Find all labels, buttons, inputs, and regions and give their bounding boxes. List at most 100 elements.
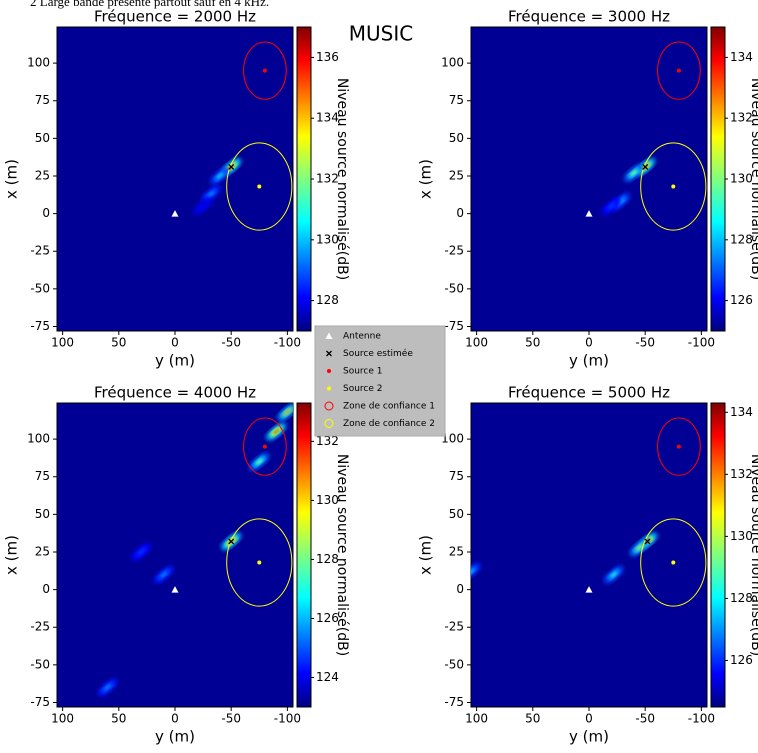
- legend-marker: [326, 350, 332, 357]
- y-tick-label: -50: [444, 281, 464, 295]
- y-tick-label: 100: [27, 432, 50, 446]
- legend-label: Zone de confiance 2: [343, 419, 435, 429]
- y-tick-label: -25: [444, 620, 464, 634]
- y-tick-label: 0: [456, 582, 464, 596]
- y-axis-label: x (m): [3, 159, 21, 199]
- estimate-marker: [644, 538, 651, 545]
- chart-title: Fréquence = 4000 Hz: [94, 384, 256, 402]
- colorbar-tick-label: 126: [730, 653, 753, 667]
- heat-blob: [471, 569, 474, 574]
- heat-blob: [256, 459, 262, 464]
- antenna-marker: [171, 210, 179, 217]
- confidence-zone: [243, 417, 287, 476]
- colorbar-tick-label: 134: [730, 405, 753, 419]
- source-marker: [257, 184, 262, 189]
- x-tick-label: 100: [465, 336, 488, 350]
- y-tick-label: -75: [444, 319, 464, 333]
- chart-title: Fréquence = 3000 Hz: [508, 8, 670, 26]
- y-tick-label: 50: [449, 507, 464, 521]
- legend-marker: [324, 401, 334, 411]
- y-axis-label: x (m): [3, 535, 21, 575]
- x-axis-label: y (m): [155, 728, 195, 746]
- x-tick-label: 50: [111, 712, 126, 726]
- y-tick-label: -50: [30, 657, 50, 671]
- estimate-marker: [228, 164, 235, 170]
- x-tick-label: 100: [51, 712, 74, 726]
- x-tick-label: 50: [525, 712, 540, 726]
- y-tick-label: 50: [35, 507, 50, 521]
- plot-area: [56, 26, 294, 332]
- y-tick-label: 25: [35, 168, 50, 182]
- legend-label: Source 2: [343, 384, 383, 394]
- antenna-marker: [585, 210, 593, 217]
- legend-marker: [324, 419, 334, 428]
- x-tick-label: -50: [221, 712, 241, 726]
- y-tick-label: 75: [449, 469, 464, 483]
- confidence-zone: [243, 41, 287, 100]
- source-marker: [257, 560, 262, 565]
- caption: 2 Large bande présente partout sauf en 4…: [30, 0, 269, 9]
- legend-marker: [327, 369, 331, 373]
- confidence-zone: [657, 417, 701, 476]
- x-tick-label: 0: [585, 336, 593, 350]
- suptitle: MUSIC: [349, 22, 413, 46]
- colorbar-tick-label: 128: [730, 591, 753, 605]
- colorbar-tick-label: 136: [316, 50, 339, 64]
- plot-area: [470, 26, 708, 332]
- y-tick-label: 75: [449, 93, 464, 107]
- colorbar-tick-label: 132: [316, 434, 339, 448]
- y-tick-label: -75: [30, 695, 50, 709]
- x-tick-label: -50: [635, 336, 655, 350]
- heat-blob: [631, 170, 637, 176]
- colorbar-tick-label: 134: [316, 111, 339, 125]
- x-tick-label: -50: [221, 336, 241, 350]
- colorbar: [710, 402, 726, 708]
- y-tick-label: -75: [444, 695, 464, 709]
- colorbar-tick-label: 132: [730, 467, 753, 481]
- colorbar-tick-label: 130: [316, 232, 339, 246]
- heat-blob: [200, 203, 206, 209]
- heat-blob: [105, 685, 111, 690]
- heat-blob: [284, 409, 290, 415]
- legend-box: [314, 325, 446, 437]
- y-tick-label: 100: [27, 56, 50, 70]
- plot-area: [56, 402, 294, 708]
- heat-blob: [161, 572, 167, 577]
- confidence-zone: [226, 518, 293, 607]
- legend-marker: [325, 332, 333, 339]
- antenna-marker: [171, 586, 179, 593]
- y-tick-label: 50: [35, 131, 50, 145]
- x-axis-label: y (m): [569, 728, 609, 746]
- source-marker: [262, 444, 267, 449]
- colorbar: [296, 402, 312, 708]
- heat-blob: [273, 429, 279, 434]
- y-tick-label: 0: [42, 582, 50, 596]
- y-tick-label: -50: [444, 657, 464, 671]
- x-tick-label: 0: [171, 712, 179, 726]
- y-tick-label: 0: [456, 206, 464, 220]
- x-axis-label: y (m): [155, 352, 195, 370]
- colorbar-tick-label: 126: [730, 293, 753, 307]
- x-tick-label: 100: [51, 336, 74, 350]
- confidence-zone: [657, 41, 701, 100]
- colorbar: [296, 26, 312, 332]
- source-marker: [671, 184, 676, 189]
- colorbar-label: Niveau source normalisé(dB): [334, 454, 350, 656]
- colorbar-tick-label: 134: [730, 50, 753, 64]
- y-axis-label: x (m): [417, 535, 435, 575]
- x-tick-label: -100: [688, 712, 715, 726]
- heatmap-layer: [471, 417, 707, 607]
- confidence-zone: [640, 518, 707, 607]
- legend-label: Zone de confiance 1: [343, 402, 435, 412]
- source-marker: [676, 68, 681, 73]
- colorbar-label: Niveau source normalisé(dB): [748, 78, 758, 280]
- source-marker: [676, 444, 681, 449]
- source-marker: [671, 560, 676, 565]
- colorbar-tick-label: 128: [316, 293, 339, 307]
- heat-blob: [609, 203, 614, 209]
- legend-label: Source estimée: [343, 348, 413, 359]
- heat-blob: [217, 173, 223, 179]
- confidence-zone: [640, 142, 707, 231]
- colorbar-tick-label: 132: [316, 172, 339, 186]
